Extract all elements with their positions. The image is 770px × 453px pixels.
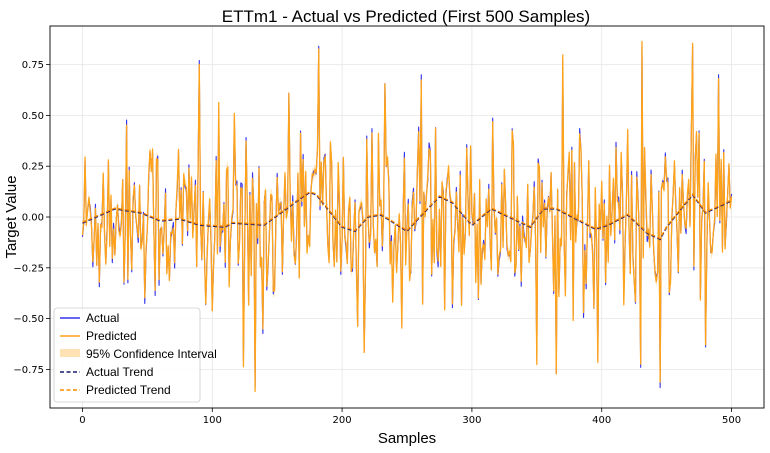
legend-label-actual-trend: Actual Trend — [86, 365, 153, 379]
y-tick-label: −0.75 — [13, 365, 44, 376]
predicted-line — [81, 40, 733, 393]
grid — [50, 26, 764, 408]
trend-series — [82, 191, 732, 241]
x-tick-label: 200 — [333, 415, 352, 426]
y-axis-label: Target Value — [3, 175, 20, 258]
predicted-series — [81, 40, 733, 393]
legend-label-predicted-trend: Predicted Trend — [86, 383, 171, 397]
x-tick-label: 0 — [79, 415, 85, 426]
legend-swatch-ci — [60, 349, 80, 357]
x-tick-label: 100 — [203, 415, 222, 426]
legend-label-actual: Actual — [86, 311, 119, 325]
x-tick-label: 400 — [592, 415, 611, 426]
legend-label-predicted: Predicted — [86, 329, 137, 343]
axis-ticks: 0 100 200 300 400 500 −0.75 −0.50 −0.25 0.00 0.25 0… — [13, 60, 741, 426]
y-tick-label: 0.50 — [22, 111, 44, 122]
x-tick-label: 300 — [462, 415, 481, 426]
legend-label-ci: 95% Confidence Interval — [86, 347, 217, 361]
y-tick-label: −0.50 — [13, 314, 44, 325]
x-tick-label: 500 — [722, 415, 741, 426]
y-tick-label: −0.25 — [13, 263, 44, 274]
actual-trend-line — [82, 191, 732, 241]
legend-box — [53, 307, 201, 403]
legend: Actual Predicted 95% Confidence Interval… — [53, 307, 217, 403]
y-tick-label: 0.75 — [22, 60, 44, 71]
predicted-trend-line — [82, 191, 732, 240]
y-tick-label: 0.00 — [22, 213, 44, 224]
chart-title: ETTm1 - Actual vs Predicted (First 500 S… — [222, 7, 590, 26]
x-axis-label: Samples — [378, 430, 436, 447]
y-tick-label: 0.25 — [22, 162, 44, 173]
